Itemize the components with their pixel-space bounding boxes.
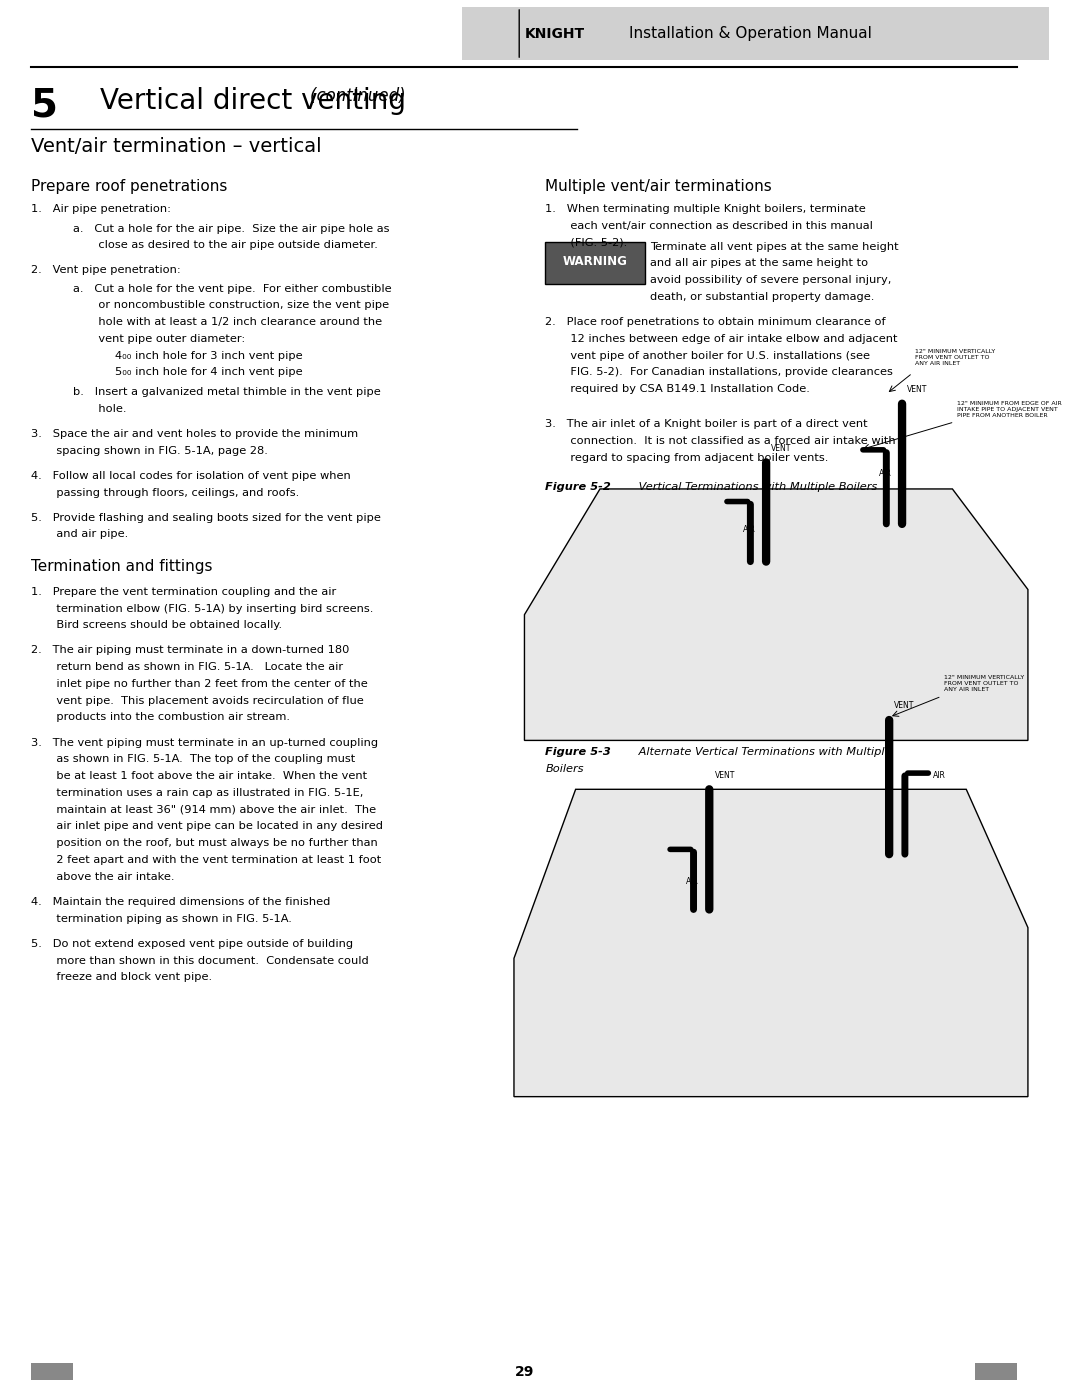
Text: above the air intake.: above the air intake. <box>31 872 175 882</box>
Text: air inlet pipe and vent pipe can be located in any desired: air inlet pipe and vent pipe can be loca… <box>31 821 383 831</box>
Text: VENT: VENT <box>771 444 792 453</box>
Text: vent pipe of another boiler for U.S. installations (see: vent pipe of another boiler for U.S. ins… <box>545 351 870 360</box>
Text: Termination and fittings: Termination and fittings <box>31 559 213 574</box>
Text: termination elbow (FIG. 5-1A) by inserting bird screens.: termination elbow (FIG. 5-1A) by inserti… <box>31 604 374 613</box>
Text: Figure 5-2: Figure 5-2 <box>545 482 611 492</box>
Text: (continued): (continued) <box>99 87 405 105</box>
Text: vent pipe.  This placement avoids recirculation of flue: vent pipe. This placement avoids recircu… <box>31 696 364 705</box>
Text: 12" MINIMUM VERTICALLY
FROM VENT OUTLET TO
ANY AIR INLET: 12" MINIMUM VERTICALLY FROM VENT OUTLET … <box>915 349 995 366</box>
Text: connection.  It is not classified as a forced air intake with: connection. It is not classified as a fo… <box>545 436 896 446</box>
Text: Vent/air termination – vertical: Vent/air termination – vertical <box>31 137 322 156</box>
Text: Alternate Vertical Terminations with Multiple: Alternate Vertical Terminations with Mul… <box>635 747 891 757</box>
Text: products into the combustion air stream.: products into the combustion air stream. <box>31 712 291 722</box>
Text: Terminate all vent pipes at the same height: Terminate all vent pipes at the same hei… <box>650 242 899 251</box>
Text: Multiple vent/air terminations: Multiple vent/air terminations <box>545 179 772 194</box>
Text: 2 feet apart and with the vent termination at least 1 foot: 2 feet apart and with the vent terminati… <box>31 855 381 865</box>
Text: 3.   The vent piping must terminate in an up-turned coupling: 3. The vent piping must terminate in an … <box>31 738 379 747</box>
Text: 3.   Space the air and vent holes to provide the minimum: 3. Space the air and vent holes to provi… <box>31 429 359 439</box>
Text: a.   Cut a hole for the air pipe.  Size the air pipe hole as: a. Cut a hole for the air pipe. Size the… <box>73 224 390 233</box>
Text: WARNING: WARNING <box>563 254 627 268</box>
Text: 1.   When terminating multiple Knight boilers, terminate: 1. When terminating multiple Knight boil… <box>545 204 866 214</box>
Text: VENT: VENT <box>907 386 928 394</box>
Text: or noncombustible construction, size the vent pipe: or noncombustible construction, size the… <box>73 300 390 310</box>
Text: and air pipe.: and air pipe. <box>31 529 129 539</box>
FancyBboxPatch shape <box>975 1363 1017 1380</box>
Text: termination uses a rain cap as illustrated in FIG. 5-1E,: termination uses a rain cap as illustrat… <box>31 788 364 798</box>
Text: Installation & Operation Manual: Installation & Operation Manual <box>630 27 873 41</box>
Text: each vent/air connection as described in this manual: each vent/air connection as described in… <box>545 221 874 231</box>
Text: 5₀₀ inch hole for 4 inch vent pipe: 5₀₀ inch hole for 4 inch vent pipe <box>116 367 303 377</box>
Text: 5.   Provide flashing and sealing boots sized for the vent pipe: 5. Provide flashing and sealing boots si… <box>31 513 381 522</box>
Text: 12" MINIMUM FROM EDGE OF AIR
INTAKE PIPE TO ADJACENT VENT
PIPE FROM ANOTHER BOIL: 12" MINIMUM FROM EDGE OF AIR INTAKE PIPE… <box>957 401 1062 418</box>
Text: Prepare roof penetrations: Prepare roof penetrations <box>31 179 228 194</box>
Text: VENT: VENT <box>894 701 915 710</box>
Text: 2.   Place roof penetrations to obtain minimum clearance of: 2. Place roof penetrations to obtain min… <box>545 317 886 327</box>
Text: position on the roof, but must always be no further than: position on the roof, but must always be… <box>31 838 378 848</box>
Text: Vertical Terminations with Multiple Boilers: Vertical Terminations with Multiple Boil… <box>635 482 877 492</box>
Text: VENT: VENT <box>715 771 734 780</box>
Text: AIR: AIR <box>933 771 946 781</box>
Text: 29: 29 <box>515 1365 535 1379</box>
Text: a.   Cut a hole for the vent pipe.  For either combustible: a. Cut a hole for the vent pipe. For eit… <box>73 284 392 293</box>
Text: as shown in FIG. 5-1A.  The top of the coupling must: as shown in FIG. 5-1A. The top of the co… <box>31 754 355 764</box>
Text: Figure 5-3: Figure 5-3 <box>545 747 611 757</box>
Text: passing through floors, ceilings, and roofs.: passing through floors, ceilings, and ro… <box>31 488 300 497</box>
Text: Vertical direct venting: Vertical direct venting <box>99 87 406 115</box>
Text: 4.   Follow all local codes for isolation of vent pipe when: 4. Follow all local codes for isolation … <box>31 471 351 481</box>
Text: 1.   Air pipe penetration:: 1. Air pipe penetration: <box>31 204 172 214</box>
Text: spacing shown in FIG. 5-1A, page 28.: spacing shown in FIG. 5-1A, page 28. <box>31 446 268 455</box>
Text: 12 inches between edge of air intake elbow and adjacent: 12 inches between edge of air intake elb… <box>545 334 897 344</box>
Text: Bird screens should be obtained locally.: Bird screens should be obtained locally. <box>31 620 283 630</box>
Text: close as desired to the air pipe outside diameter.: close as desired to the air pipe outside… <box>73 240 378 250</box>
FancyBboxPatch shape <box>461 7 1049 60</box>
Text: FIG. 5-2).  For Canadian installations, provide clearances: FIG. 5-2). For Canadian installations, p… <box>545 367 893 377</box>
Text: more than shown in this document.  Condensate could: more than shown in this document. Conden… <box>31 956 369 965</box>
Text: AIR: AIR <box>686 877 699 886</box>
Text: 12" MINIMUM VERTICALLY
FROM VENT OUTLET TO
ANY AIR INLET: 12" MINIMUM VERTICALLY FROM VENT OUTLET … <box>944 676 1024 692</box>
Polygon shape <box>514 789 1028 1097</box>
Text: hole.: hole. <box>73 404 127 414</box>
Text: 5.   Do not extend exposed vent pipe outside of building: 5. Do not extend exposed vent pipe outsi… <box>31 939 353 949</box>
Text: required by CSA B149.1 Installation Code.: required by CSA B149.1 Installation Code… <box>545 384 810 394</box>
Text: maintain at least 36" (914 mm) above the air inlet.  The: maintain at least 36" (914 mm) above the… <box>31 805 377 814</box>
FancyBboxPatch shape <box>31 1363 73 1380</box>
Text: Boilers: Boilers <box>545 764 584 774</box>
Text: 2.   Vent pipe penetration:: 2. Vent pipe penetration: <box>31 265 181 275</box>
Polygon shape <box>525 489 1028 740</box>
Text: avoid possibility of severe personal injury,: avoid possibility of severe personal inj… <box>650 275 892 285</box>
Text: 4.   Maintain the required dimensions of the finished: 4. Maintain the required dimensions of t… <box>31 897 330 907</box>
Text: inlet pipe no further than 2 feet from the center of the: inlet pipe no further than 2 feet from t… <box>31 679 368 689</box>
Text: return bend as shown in FIG. 5-1A.   Locate the air: return bend as shown in FIG. 5-1A. Locat… <box>31 662 343 672</box>
Text: 4₀₀ inch hole for 3 inch vent pipe: 4₀₀ inch hole for 3 inch vent pipe <box>116 351 303 360</box>
Text: AIR: AIR <box>743 525 756 534</box>
Text: AIR: AIR <box>879 469 892 478</box>
Text: b.   Insert a galvanized metal thimble in the vent pipe: b. Insert a galvanized metal thimble in … <box>73 387 381 397</box>
Text: 5: 5 <box>31 87 58 124</box>
Text: 3.   The air inlet of a Knight boiler is part of a direct vent: 3. The air inlet of a Knight boiler is p… <box>545 419 868 429</box>
Text: be at least 1 foot above the air intake.  When the vent: be at least 1 foot above the air intake.… <box>31 771 367 781</box>
Text: 2.   The air piping must terminate in a down-turned 180: 2. The air piping must terminate in a do… <box>31 645 350 655</box>
Text: termination piping as shown in FIG. 5-1A.: termination piping as shown in FIG. 5-1A… <box>31 914 293 923</box>
Text: (FIG. 5-2).: (FIG. 5-2). <box>545 237 627 247</box>
Text: and all air pipes at the same height to: and all air pipes at the same height to <box>650 258 868 268</box>
Text: hole with at least a 1/2 inch clearance around the: hole with at least a 1/2 inch clearance … <box>73 317 382 327</box>
Text: 1.   Prepare the vent termination coupling and the air: 1. Prepare the vent termination coupling… <box>31 587 337 597</box>
Text: vent pipe outer diameter:: vent pipe outer diameter: <box>73 334 245 344</box>
FancyBboxPatch shape <box>545 242 645 284</box>
Text: freeze and block vent pipe.: freeze and block vent pipe. <box>31 972 213 982</box>
Text: KNIGHT: KNIGHT <box>525 27 584 41</box>
Text: death, or substantial property damage.: death, or substantial property damage. <box>650 292 875 302</box>
Text: regard to spacing from adjacent boiler vents.: regard to spacing from adjacent boiler v… <box>545 453 828 462</box>
